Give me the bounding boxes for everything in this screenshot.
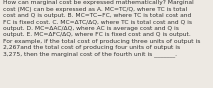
Text: How can marginal cost be expressed mathematically? Marginal
cost (MC) can be exp: How can marginal cost be expressed mathe… [3, 0, 200, 57]
